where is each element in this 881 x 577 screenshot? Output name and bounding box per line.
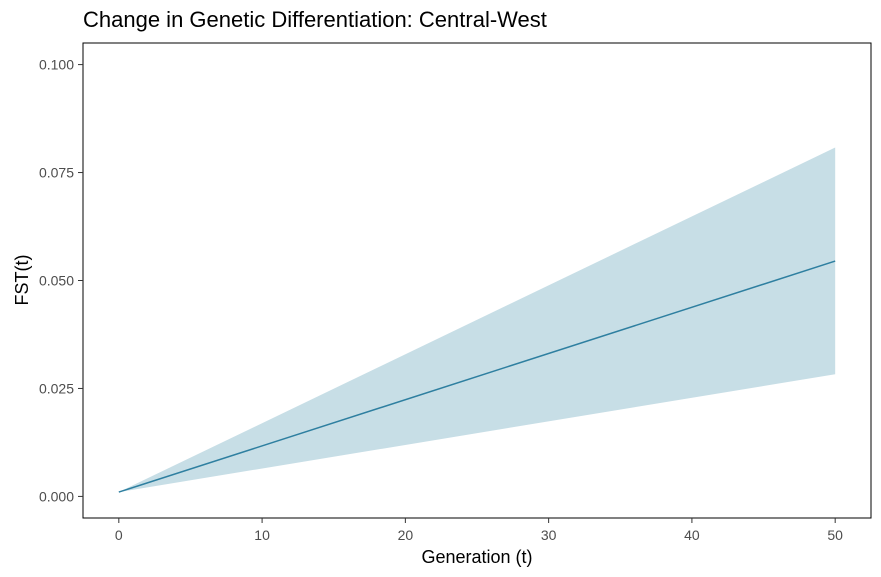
x-tick-label: 10: [254, 527, 270, 543]
y-tick-label: 0.100: [39, 57, 74, 73]
plot-panel: [82, 42, 872, 519]
y-axis: 0.000 0.025 0.050 0.075 0.100: [39, 57, 83, 504]
x-tick-label: 0: [115, 527, 123, 543]
x-tick-label: 20: [398, 527, 414, 543]
confidence-ribbon: [118, 147, 836, 493]
y-axis-title: FST(t): [12, 255, 32, 306]
x-axis: 0 10 20 30 40 50: [115, 518, 843, 543]
y-tick-label: 0.075: [39, 165, 74, 181]
x-axis-title: Generation (t): [421, 547, 532, 567]
x-tick-label: 50: [827, 527, 843, 543]
chart-title: Change in Genetic Differentiation: Centr…: [83, 7, 547, 32]
x-tick-label: 30: [541, 527, 557, 543]
fst-series-line: [118, 260, 836, 493]
x-tick-label: 40: [684, 527, 700, 543]
y-tick-label: 0.025: [39, 380, 74, 396]
y-tick-label: 0.050: [39, 273, 74, 289]
y-tick-label: 0.000: [39, 488, 74, 504]
